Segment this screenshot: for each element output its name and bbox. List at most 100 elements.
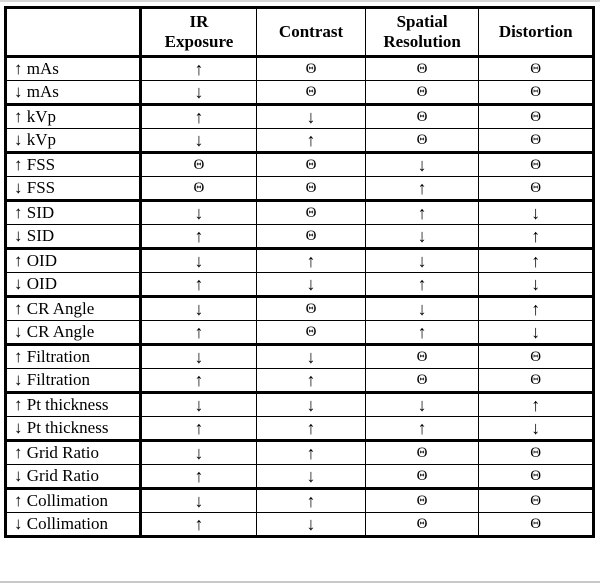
row-label: ↑ Filtration — [5, 344, 142, 369]
column-header-distortion: Distortion — [478, 7, 594, 58]
up-arrow-icon: ↑ — [417, 322, 427, 342]
effect-cell: ↑ — [478, 224, 594, 250]
no-change-icon: Θ — [530, 60, 542, 77]
down-arrow-icon: ↓ — [306, 514, 316, 534]
up-arrow-icon: ↑ — [417, 203, 427, 223]
down-arrow-icon: ↓ — [417, 251, 427, 271]
down-arrow-icon: ↓ — [306, 107, 316, 127]
no-change-icon: Θ — [193, 179, 205, 196]
up-arrow-icon: ↑ — [194, 514, 204, 534]
up-arrow-icon: ↑ — [417, 274, 427, 294]
no-change-icon: Θ — [416, 108, 428, 125]
effect-cell: Θ — [256, 320, 366, 346]
effect-cell: ↓ — [478, 320, 594, 346]
table-row: ↓ Pt thickness ↑ ↑ ↑ ↓ — [5, 416, 594, 442]
effect-cell: ↑ — [139, 104, 258, 129]
down-arrow-icon: ↓ — [306, 347, 316, 367]
effect-cell: ↑ — [139, 464, 258, 490]
no-change-icon: Θ — [416, 60, 428, 77]
effect-cell: Θ — [364, 128, 480, 154]
up-arrow-icon: ↑ — [306, 370, 316, 390]
up-arrow-icon: ↑ — [531, 226, 541, 246]
technique-factors-effects-table: IR Exposure Contrast Spatial Resolution … — [4, 6, 595, 538]
effect-cell: ↑ — [364, 272, 480, 298]
no-change-icon: Θ — [416, 492, 428, 509]
effect-cell: ↑ — [139, 416, 258, 442]
down-arrow-icon: ↓ — [417, 395, 427, 415]
column-header-ir-exposure: IR Exposure — [139, 7, 258, 58]
down-arrow-icon: ↓ — [194, 130, 204, 150]
down-arrow-icon: ↓ — [194, 395, 204, 415]
header-line: IR — [189, 11, 209, 31]
effect-cell: ↑ — [364, 416, 480, 442]
header-line: Contrast — [278, 21, 344, 41]
effect-cell: Θ — [256, 152, 366, 177]
effect-cell: ↑ — [364, 176, 480, 202]
table-row: ↑ OID ↓ ↑ ↓ ↑ — [5, 248, 594, 273]
effect-cell: Θ — [364, 80, 480, 106]
effect-cell: Θ — [364, 512, 480, 538]
effect-cell: ↓ — [256, 512, 366, 538]
down-arrow-icon: ↓ — [417, 155, 427, 175]
page-bottom-edge-line — [0, 581, 600, 583]
table-row: ↑ CR Angle ↓ Θ ↓ ↑ — [5, 296, 594, 321]
down-arrow-icon: ↓ — [194, 82, 204, 102]
table-row: ↑ kVp ↑ ↓ Θ Θ — [5, 104, 594, 129]
down-arrow-icon: ↓ — [194, 251, 204, 271]
table-row: ↓ SID ↑ Θ ↓ ↑ — [5, 224, 594, 250]
no-change-icon: Θ — [530, 444, 542, 461]
header-line: Exposure — [164, 32, 234, 51]
up-arrow-icon: ↑ — [194, 418, 204, 438]
effect-cell: Θ — [256, 200, 366, 225]
no-change-icon: Θ — [530, 131, 542, 148]
row-label: ↓ CR Angle — [5, 320, 142, 346]
effect-cell: ↓ — [364, 392, 480, 417]
no-change-icon: Θ — [530, 83, 542, 100]
row-label: ↓ Filtration — [5, 368, 142, 394]
no-change-icon: Θ — [530, 179, 542, 196]
effect-cell: ↓ — [256, 104, 366, 129]
effect-cell: ↓ — [364, 224, 480, 250]
effect-cell: ↓ — [256, 344, 366, 369]
effect-cell: ↓ — [139, 128, 258, 154]
no-change-icon: Θ — [530, 467, 542, 484]
header-row: IR Exposure Contrast Spatial Resolution … — [5, 7, 594, 58]
effect-cell: Θ — [364, 464, 480, 490]
effect-cell: Θ — [364, 440, 480, 465]
up-arrow-icon: ↑ — [194, 370, 204, 390]
table-row: ↓ Filtration ↑ ↑ Θ Θ — [5, 368, 594, 394]
effect-cell: ↓ — [256, 464, 366, 490]
table-row: ↑ Grid Ratio ↓ ↑ Θ Θ — [5, 440, 594, 465]
row-label: ↑ Collimation — [5, 488, 142, 513]
effect-cell: Θ — [364, 104, 480, 129]
up-arrow-icon: ↑ — [306, 130, 316, 150]
column-header-spatial-resolution: Spatial Resolution — [364, 7, 480, 58]
down-arrow-icon: ↓ — [306, 274, 316, 294]
effect-cell: ↑ — [256, 488, 366, 513]
effect-cell: Θ — [478, 488, 594, 513]
effect-cell: Θ — [139, 152, 258, 177]
row-label: ↓ FSS — [5, 176, 142, 202]
no-change-icon: Θ — [305, 300, 317, 317]
down-arrow-icon: ↓ — [194, 443, 204, 463]
effect-cell: ↑ — [256, 368, 366, 394]
effect-cell: Θ — [256, 80, 366, 106]
row-label: ↓ SID — [5, 224, 142, 250]
no-change-icon: Θ — [305, 323, 317, 340]
row-label: ↓ Collimation — [5, 512, 142, 538]
effect-cell: Θ — [364, 344, 480, 369]
up-arrow-icon: ↑ — [194, 226, 204, 246]
table-row: ↑ mAs ↑ Θ Θ Θ — [5, 56, 594, 81]
down-arrow-icon: ↓ — [194, 299, 204, 319]
up-arrow-icon: ↑ — [531, 299, 541, 319]
no-change-icon: Θ — [416, 444, 428, 461]
table-row: ↑ Filtration ↓ ↓ Θ Θ — [5, 344, 594, 369]
effect-cell: Θ — [256, 224, 366, 250]
effect-cell: ↑ — [478, 296, 594, 321]
down-arrow-icon: ↓ — [417, 226, 427, 246]
table-row: ↓ Grid Ratio ↑ ↓ Θ Θ — [5, 464, 594, 490]
row-label: ↑ Pt thickness — [5, 392, 142, 417]
column-header-contrast: Contrast — [256, 7, 366, 58]
effect-cell: ↑ — [256, 248, 366, 273]
